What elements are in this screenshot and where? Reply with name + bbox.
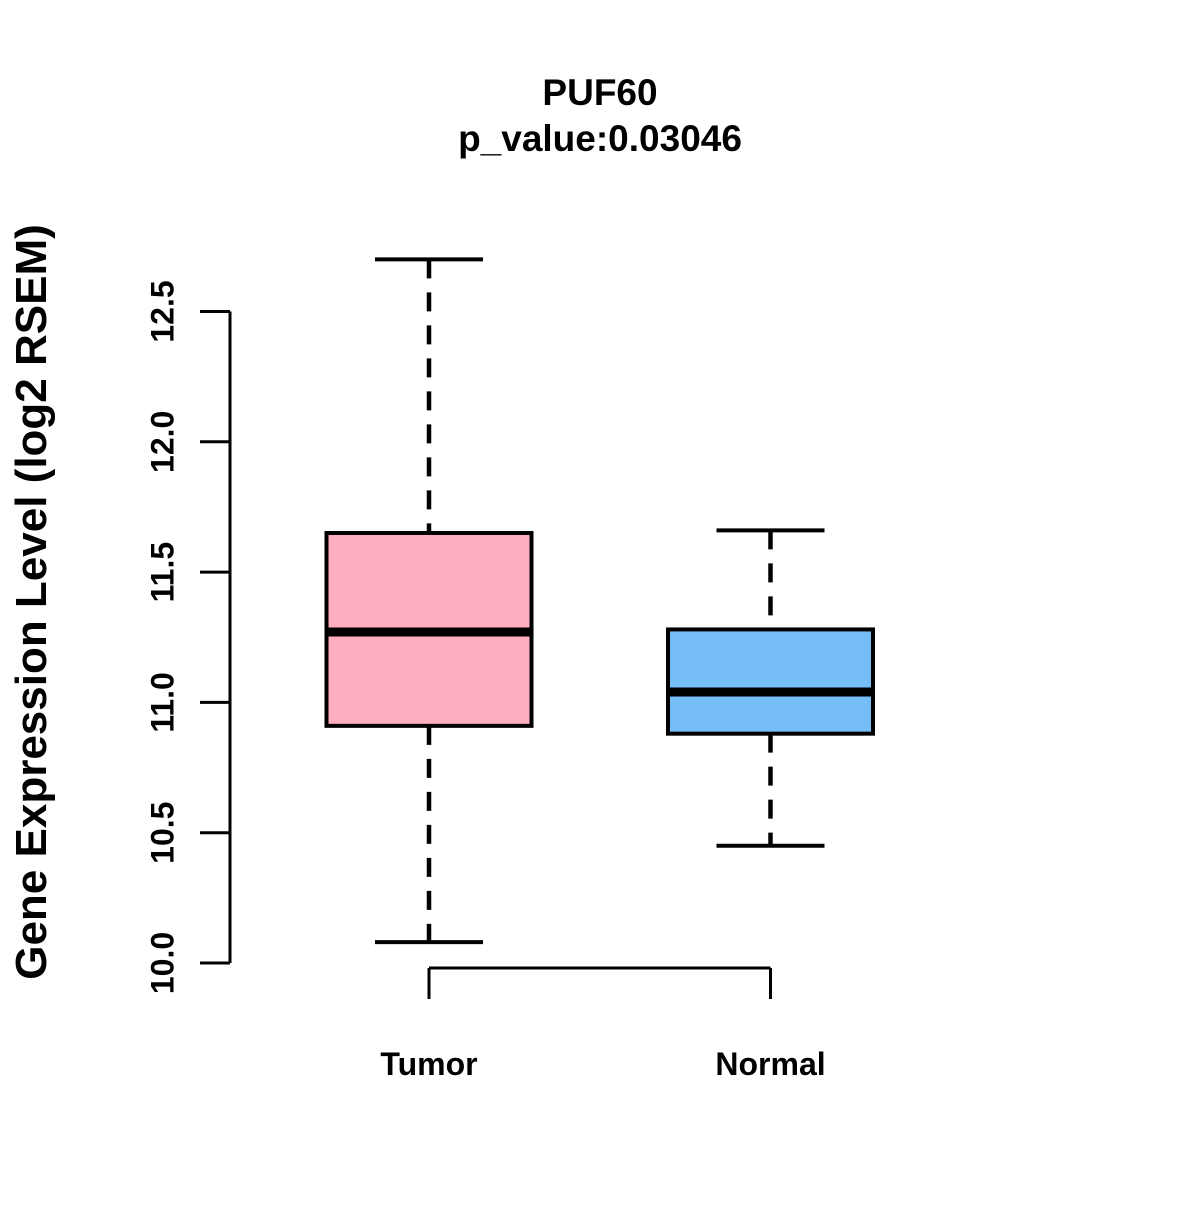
boxplot-normal <box>666 528 875 848</box>
y-axis: 10.0 10.5 11.0 11.5 12.0 12.5 <box>145 280 232 994</box>
boxplot-tumor <box>324 257 534 945</box>
y-axis-tick-label: 11.5 <box>145 542 181 603</box>
y-axis-tick-label: 10.0 <box>145 932 181 994</box>
chart-subtitle-pvalue: p_value:0.03046 <box>458 118 742 159</box>
x-axis <box>427 966 772 999</box>
y-axis-tick-label: 12.0 <box>145 411 181 473</box>
chart-title: PUF60 <box>542 72 657 113</box>
y-axis-tick-label: 10.5 <box>145 802 181 864</box>
y-axis-tick-label: 11.0 <box>145 672 181 733</box>
normal-iqr-box <box>666 627 875 736</box>
x-axis-label-normal: Normal <box>715 1046 825 1082</box>
x-axis-label-tumor: Tumor <box>380 1046 477 1082</box>
y-axis-tick-label: 12.5 <box>145 280 181 342</box>
y-axis-label: Gene Expression Level (log2 RSEM) <box>7 224 56 980</box>
